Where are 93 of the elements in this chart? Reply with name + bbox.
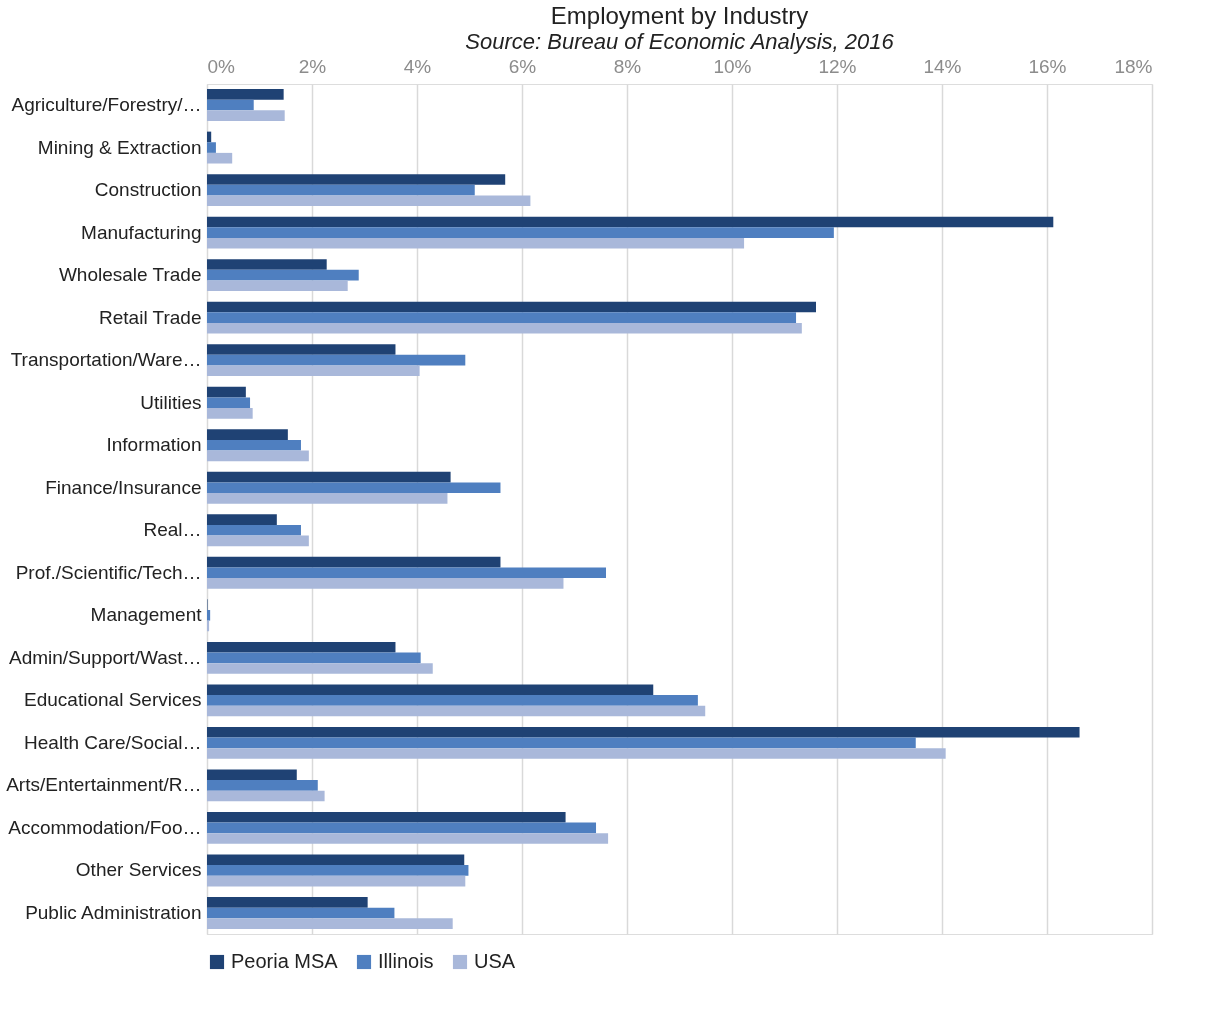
y-tick-label: Admin/Support/Wast… (8, 646, 202, 668)
bar (207, 184, 475, 196)
bar (207, 854, 465, 866)
bar (207, 875, 466, 887)
bar (207, 99, 254, 111)
x-tick-label: 0% (207, 55, 236, 77)
bar (207, 450, 309, 462)
y-tick-label: Wholesale Trade (58, 264, 202, 286)
bar (207, 833, 609, 844)
bar (207, 482, 501, 494)
bar (207, 322, 802, 334)
legend-label: USA (474, 950, 516, 972)
x-tick-label: 6% (508, 55, 537, 77)
bar (207, 790, 325, 802)
bar (207, 578, 564, 589)
y-tick-label: Other Services (75, 859, 202, 881)
bar (207, 227, 834, 238)
bar (207, 142, 216, 153)
bar (207, 408, 253, 419)
bar (207, 152, 233, 164)
y-tick-label: Management (90, 604, 203, 626)
bar (207, 769, 297, 781)
bar (207, 174, 506, 185)
bar (207, 748, 946, 759)
bar (207, 811, 566, 823)
bar (207, 344, 396, 355)
bar (207, 259, 327, 270)
bar (207, 652, 421, 664)
y-tick-label: Accommodation/Foo… (8, 816, 202, 838)
y-tick-label: Transportation/Ware… (10, 349, 202, 371)
legend-label: Illinois (378, 950, 434, 972)
bar (207, 280, 348, 292)
bar (207, 865, 469, 876)
x-tick-label: 10% (713, 55, 752, 77)
bar (207, 726, 1080, 738)
bar (207, 705, 706, 717)
bar (207, 918, 453, 929)
bar (207, 237, 745, 249)
bar (207, 684, 654, 696)
bar (207, 397, 251, 409)
bar (207, 429, 288, 440)
y-tick-label: Finance/Insurance (45, 476, 202, 498)
y-tick-label: Real… (143, 519, 202, 541)
x-tick-label: 18% (1114, 55, 1153, 77)
bar (207, 471, 451, 483)
y-tick-label: Retail Trade (99, 306, 202, 328)
chart-title: Employment by Industry (550, 2, 809, 29)
bar (207, 907, 395, 919)
y-tick-label: Public Administration (25, 901, 202, 923)
bar (207, 354, 466, 366)
bar (207, 822, 597, 834)
bar (207, 663, 433, 674)
bar (207, 365, 420, 377)
x-tick-label: 2% (298, 55, 327, 77)
bar (207, 89, 284, 100)
bar (207, 524, 301, 536)
bar (207, 695, 698, 706)
bar (207, 556, 501, 568)
bar (207, 386, 246, 398)
x-tick-label: 12% (818, 55, 857, 77)
bar (207, 269, 359, 281)
y-tick-label: Utilities (140, 391, 202, 413)
y-tick-label: Mining & Extraction (37, 136, 202, 158)
bar (207, 301, 816, 313)
y-tick-label: Manufacturing (81, 221, 202, 243)
bar (207, 110, 285, 121)
bar (207, 609, 211, 621)
y-tick-label: Health Care/Social… (24, 731, 202, 753)
bar (207, 620, 210, 632)
bar (207, 641, 396, 653)
bar (207, 897, 368, 908)
chart-subtitle: Source: Bureau of Economic Analysis, 2016 (465, 29, 895, 54)
x-tick-label: 16% (1028, 55, 1067, 77)
bar (207, 493, 448, 504)
bar (207, 535, 309, 547)
x-tick-label: 14% (923, 55, 962, 77)
y-tick-label: Prof./Scientific/Tech… (15, 561, 202, 583)
bar (207, 195, 531, 207)
legend-label: Peoria MSA (231, 950, 339, 972)
bar (207, 514, 277, 525)
bar (207, 216, 1054, 228)
y-tick-label: Construction (94, 179, 202, 201)
bar (207, 737, 916, 749)
x-tick-label: 4% (403, 55, 432, 77)
y-tick-label: Arts/Entertainment/R… (6, 774, 202, 796)
bar (207, 439, 301, 451)
y-tick-label: Information (106, 434, 202, 456)
bar (207, 312, 797, 323)
y-tick-label: Agriculture/Forestry/… (11, 94, 202, 116)
x-tick-label: 8% (613, 55, 642, 77)
y-tick-label: Educational Services (24, 689, 202, 711)
bar (207, 780, 318, 791)
bar (207, 567, 606, 579)
